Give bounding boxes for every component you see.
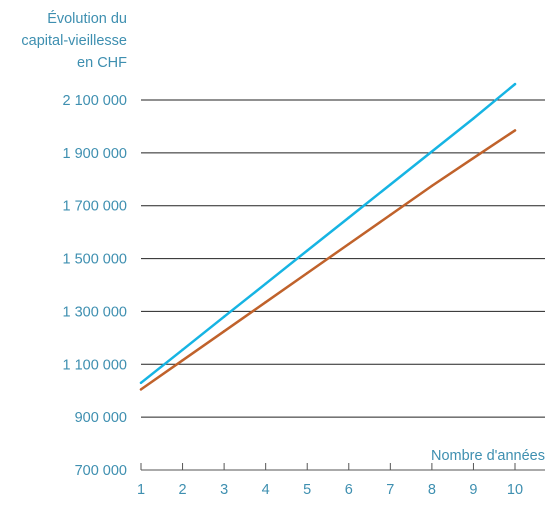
y-tick-label: 1 900 000: [62, 146, 127, 162]
x-axis-title-group: Nombre d'années: [431, 448, 545, 464]
x-tick-label: 9: [469, 482, 477, 498]
series-1-point: [139, 381, 143, 384]
y-tick-label: 1 100 000: [62, 357, 127, 373]
y-tick-label: 2 100 000: [62, 93, 127, 109]
series-2-point: [472, 156, 475, 160]
x-tick-label: 5: [303, 482, 311, 498]
series-2-point: [306, 271, 309, 275]
gridlines: [141, 99, 545, 418]
y-tick-labels: 700 000 900 000 1 100 000 1 300 000 1 500 00…: [62, 93, 127, 479]
y-axis-title-line: capital-vieillesse: [21, 33, 127, 49]
y-tick-label: 1 500 000: [62, 252, 127, 268]
y-tick-label: 1 700 000: [62, 199, 127, 215]
series-line-1: [139, 82, 517, 385]
series-1-point: [513, 82, 517, 86]
series-1-point: [222, 315, 226, 318]
series-2-point: [139, 388, 143, 391]
y-axis-title-line: Évolution du: [47, 10, 127, 27]
series-1-point: [306, 249, 309, 252]
series-1-point: [472, 117, 475, 120]
series-2-point: [181, 359, 184, 362]
series-1-point: [430, 150, 434, 153]
series-2-point: [430, 184, 434, 188]
y-axis-title: Évolution du capital-vieillesse en CHF: [21, 10, 127, 71]
series-2-point: [222, 330, 226, 333]
x-tick-label: 10: [507, 482, 523, 498]
series-line-2: [139, 129, 517, 391]
series-2-point: [513, 129, 517, 132]
x-tick-label: 3: [220, 482, 228, 498]
x-axis: [140, 463, 545, 471]
x-tick-label: 2: [179, 482, 187, 498]
x-tick-label: 7: [386, 482, 394, 498]
series-1-point: [181, 348, 184, 351]
series-1-point: [264, 282, 267, 285]
x-tick-label: 4: [262, 482, 270, 498]
y-tick-label: 900 000: [75, 410, 127, 426]
series-2-point: [264, 300, 267, 304]
series-1-point: [347, 216, 350, 219]
series-2-point: [347, 242, 350, 246]
y-axis-title-line: en CHF: [77, 55, 127, 71]
x-tick-label: 6: [345, 482, 353, 498]
series-2-point: [389, 213, 392, 217]
y-tick-label: 1 300 000: [62, 304, 127, 320]
x-tick-label: 1: [137, 482, 145, 498]
x-axis-title: Nombre d'années: [431, 448, 545, 464]
series-1-point: [389, 183, 392, 186]
y-tick-label: 700 000: [75, 463, 127, 479]
series-lines: [139, 82, 517, 391]
x-tick-label: 8: [428, 482, 436, 498]
x-tick-labels: 1 2 3 4 5 6 7 8 9 10: [137, 482, 523, 498]
